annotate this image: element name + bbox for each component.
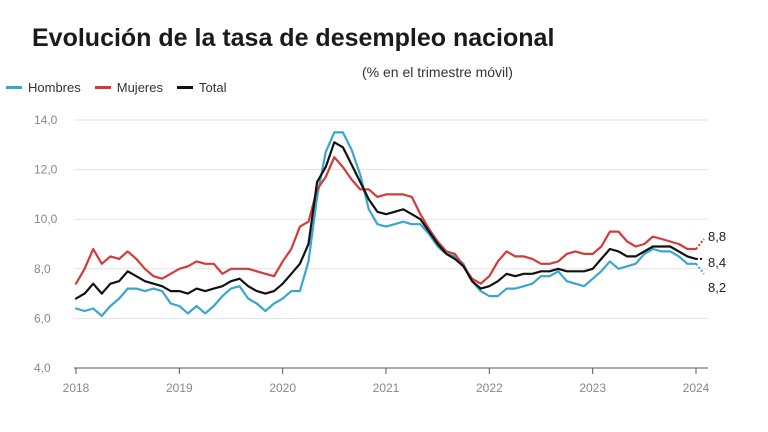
legend-item-total: Total — [177, 80, 226, 95]
x-tick-label: 2021 — [373, 381, 400, 395]
legend-label-hombres: Hombres — [28, 80, 81, 95]
end-label-total: 8,4 — [708, 255, 726, 270]
legend-item-hombres: Hombres — [6, 80, 81, 95]
x-tick-label: 2022 — [476, 381, 503, 395]
series-line-hombres — [74, 131, 698, 317]
legend-swatch-mujeres — [94, 86, 111, 89]
y-tick-label: 14,0 — [34, 113, 58, 127]
x-tick-label: 2023 — [579, 381, 606, 395]
y-tick-label: 8,0 — [34, 262, 51, 276]
end-label-mujeres: 8,8 — [708, 229, 726, 244]
y-tick-label: 4,0 — [34, 361, 51, 375]
legend: Hombres Mujeres Total — [6, 80, 226, 95]
x-tick-label: 2018 — [63, 381, 90, 395]
legend-item-mujeres: Mujeres — [94, 80, 163, 95]
x-tick-label: 2020 — [269, 381, 296, 395]
x-tick-label: 2019 — [166, 381, 193, 395]
y-tick-label: 12,0 — [34, 163, 58, 177]
legend-swatch-hombres — [6, 86, 22, 89]
legend-label-mujeres: Mujeres — [116, 80, 163, 95]
end-label-hombres: 8,2 — [708, 280, 726, 295]
series-line-total — [74, 141, 698, 300]
chart-subtitle: (% en el trimestre móvil) — [362, 64, 513, 80]
series-projection-mujeres — [695, 238, 705, 250]
chart-title: Evolución de la tasa de desempleo nacion… — [32, 24, 555, 52]
x-tick-label: 2024 — [683, 381, 710, 395]
y-tick-label: 6,0 — [34, 311, 51, 325]
series-line-mujeres — [74, 156, 698, 285]
y-tick-label: 10,0 — [34, 212, 58, 226]
legend-swatch-total — [177, 86, 193, 89]
legend-label-total: Total — [199, 80, 227, 95]
